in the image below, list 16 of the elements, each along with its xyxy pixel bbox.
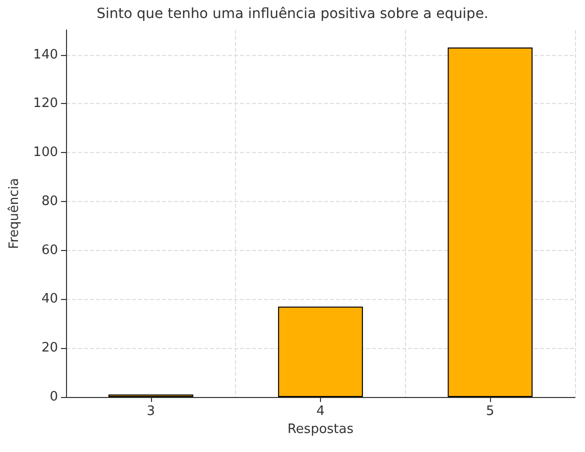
y-tick-label: 120 <box>33 96 58 112</box>
y-tick-label: 80 <box>41 194 58 209</box>
y-tick-label: 0 <box>50 390 58 404</box>
y-tick-label: 140 <box>33 47 58 62</box>
chart-title: Sinto que tenho uma influência positiva sobre a equipe. <box>96 6 488 22</box>
y-tick-label: 60 <box>41 242 58 258</box>
y-tick-label: 20 <box>41 340 58 356</box>
x-axis-title: Respostas <box>287 422 354 437</box>
bar <box>448 47 533 397</box>
x-tick-label: 4 <box>316 404 325 419</box>
bar <box>278 306 363 397</box>
y-tick-label: 40 <box>41 292 58 307</box>
x-tick-label: 3 <box>146 404 155 419</box>
x-tick-label: 5 <box>486 404 494 419</box>
y-tick-label: 100 <box>33 145 58 160</box>
y-axis-title: Frequência <box>7 178 22 250</box>
